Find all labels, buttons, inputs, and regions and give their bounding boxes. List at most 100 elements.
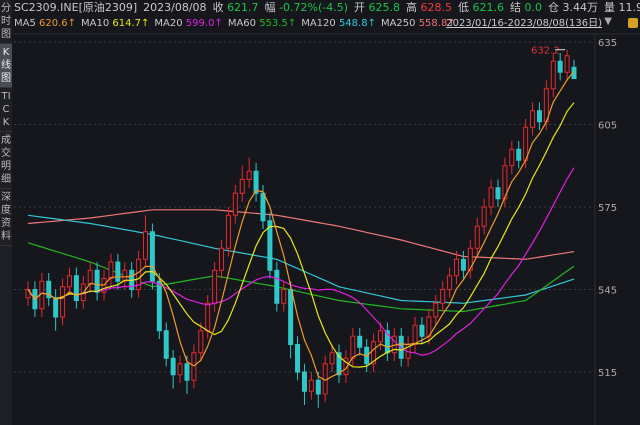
candle-body — [440, 289, 446, 304]
ma250-line — [27, 209, 575, 260]
sidebar-tab-depth[interactable]: 深度资料 — [0, 189, 12, 246]
quote-field: 幅 -0.72%(-4.5) — [265, 0, 348, 16]
candle-body — [122, 269, 128, 282]
quote-field-label: 低 — [458, 1, 473, 14]
candle-body — [350, 335, 356, 359]
high-price-label: 632.2 — [531, 46, 560, 57]
candle-body — [94, 269, 100, 293]
candle-body — [170, 357, 176, 376]
ma-legend-item: MA60 553.5↑ — [228, 17, 296, 31]
ma-legend-item: MA120 548.8↑ — [301, 17, 376, 31]
quote-field: 结 0.0 — [510, 0, 542, 16]
candle-body — [419, 324, 425, 337]
candle-body — [564, 55, 570, 73]
candle-body — [495, 187, 501, 200]
candle-body — [467, 247, 473, 271]
quote-field-value: 11.99万 — [618, 1, 640, 14]
candle-body — [315, 379, 321, 395]
candle-body — [274, 269, 280, 304]
candle-body — [357, 335, 363, 348]
ma-legend-item: MA10 614.7↑ — [81, 17, 149, 31]
candle-body — [412, 324, 418, 345]
quote-header: SC2309.INE[原油2309] 2023/08/08 收 621.7 幅 -… — [14, 0, 640, 16]
candle-body — [239, 179, 245, 194]
candle-body — [232, 192, 238, 216]
candle-body — [163, 330, 169, 359]
candle-body — [205, 302, 211, 332]
ma-legend-value: 614.7↑ — [112, 18, 150, 29]
candle-body — [288, 289, 294, 345]
candle-body — [454, 258, 460, 277]
candle-body — [184, 363, 190, 381]
candle-body — [73, 275, 79, 301]
candle-body — [108, 261, 114, 279]
candle-body — [308, 379, 314, 392]
candle-body — [343, 357, 349, 376]
candle-body — [136, 258, 142, 290]
quote-field: 收 621.7 — [213, 0, 259, 16]
quote-field-value: 0.0 — [524, 1, 543, 14]
candle-body — [212, 269, 218, 304]
ma-legend-item: MA250 558.8↑ — [381, 17, 456, 31]
candle-body — [398, 335, 404, 359]
candle-body — [177, 363, 183, 376]
ma-legend-label: MA60 — [227, 18, 260, 29]
quote-field-label: 开 — [354, 1, 369, 14]
candle-body — [246, 170, 252, 180]
candle-body — [301, 371, 307, 392]
sidebar-tab-kline[interactable]: K线图 — [0, 44, 12, 88]
y-tick-label: 605 — [598, 121, 617, 132]
date-range[interactable]: 2023/01/16-2023/08/08(136日) — [446, 18, 602, 29]
sidebar-tab-timeshare[interactable]: 分时图 — [0, 0, 12, 44]
ma20-line — [27, 167, 575, 356]
ma10-line — [27, 102, 575, 368]
candle-body — [253, 170, 259, 194]
quote-field-value: -0.72%(-4.5) — [279, 1, 349, 14]
ma-legend-item: MA5 620.6↑ — [14, 17, 76, 31]
ma-legend-item: MA20 599.0↑ — [154, 17, 222, 31]
quote-field-value: 625.8 — [368, 1, 401, 14]
y-tick-label: 545 — [598, 286, 617, 297]
dropdown-triangle-icon[interactable]: ▼ — [604, 16, 612, 27]
sidebar-tab-tick[interactable]: TICK — [0, 88, 12, 132]
candle-body — [281, 289, 287, 304]
ma-legend-value: 553.5↑ — [259, 18, 297, 29]
candle-body — [46, 280, 52, 299]
ma-legend-label: MA5 — [14, 18, 40, 29]
quote-field-value: 621.7 — [227, 1, 259, 14]
candle-body — [115, 261, 121, 282]
candle-body — [60, 286, 66, 318]
candle-body — [53, 297, 59, 318]
candle-body — [149, 231, 155, 282]
quote-date: 2023/08/08 — [143, 1, 207, 14]
candle-body — [371, 341, 377, 365]
quote-field-label: 收 — [212, 1, 228, 14]
candle-body — [530, 110, 536, 128]
quote-field: 低 621.6 — [458, 0, 504, 16]
y-tick-label: 515 — [598, 368, 617, 379]
lock-icon[interactable] — [628, 18, 638, 28]
candle-body — [502, 165, 508, 200]
quote-field: 量 11.99万 — [604, 0, 640, 16]
candle-body — [198, 330, 204, 354]
quote-field-label: 幅 — [264, 1, 280, 14]
candle-body — [447, 275, 453, 290]
candle-body — [219, 247, 225, 271]
candle-body — [295, 344, 301, 373]
ma-legend-value: 548.8↑ — [338, 18, 376, 29]
symbol: SC2309.INE[原油2309] — [14, 1, 138, 14]
candle-body — [156, 280, 162, 332]
candle-body — [142, 231, 148, 260]
ma-legend-value: 558.8↑ — [418, 18, 456, 29]
quote-field-label: 高 — [406, 1, 421, 14]
candle-body — [260, 192, 266, 222]
candle-body — [329, 352, 335, 365]
quote-field-value: 628.5 — [420, 1, 453, 14]
candle-body — [481, 206, 487, 227]
ma120-line — [27, 214, 575, 304]
candle-body — [433, 302, 439, 318]
sidebar-tab-trade-detail[interactable]: 成交明细 — [0, 132, 12, 189]
ma-legend-label: MA250 — [380, 18, 419, 29]
ma-legend-value: 620.6↑ — [39, 18, 77, 29]
